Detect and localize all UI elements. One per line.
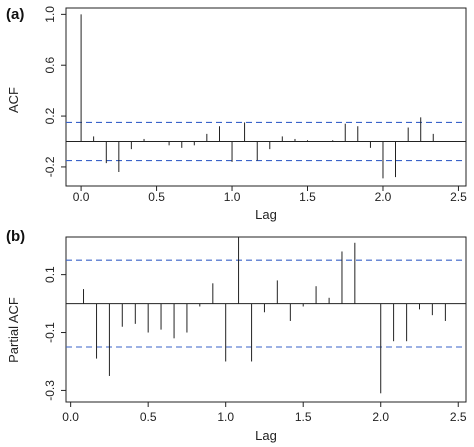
panel-a-y-tick-label: 1.0 bbox=[43, 6, 57, 23]
panel-b-y-tick-label: -0.3 bbox=[43, 380, 57, 401]
panel-a-frame bbox=[65, 7, 467, 187]
panel-a-x-tick-label: 1.5 bbox=[299, 190, 316, 204]
panel-a-label: (a) bbox=[6, 6, 24, 23]
panel-a-x-tick-label: 2.0 bbox=[375, 190, 392, 204]
panel-a-y-tick-label: 0.2 bbox=[43, 107, 57, 124]
panel-a-x-tick-label: 0.5 bbox=[148, 190, 165, 204]
panel-b-x-axis-label: Lag bbox=[255, 428, 277, 443]
panel-a-y-tick-label: -0.2 bbox=[43, 156, 57, 177]
panel-a-plot: 0.0 0.5 1.0 1.5 2.0 2.5 -0.2 0.2 0.6 1.0 bbox=[43, 6, 467, 204]
panel-b-x-tick-label: 0.0 bbox=[62, 410, 79, 424]
panel-a-y-axis-label: ACF bbox=[6, 87, 21, 113]
panel-a-x-tick-label: 1.0 bbox=[224, 190, 241, 204]
panel-a-x-tick-label: 0.0 bbox=[73, 190, 90, 204]
panel-b-y-tick-label: 0.1 bbox=[43, 266, 57, 283]
panel-b-frame bbox=[65, 236, 467, 403]
panel-a-y-tick-label: 0.6 bbox=[43, 57, 57, 74]
panel-b-x-tick-label: 0.5 bbox=[140, 410, 157, 424]
panel-b-x-tick-label: 2.0 bbox=[372, 410, 389, 424]
panel-b-label: (b) bbox=[6, 228, 25, 245]
panel-b-plot: 0.0 0.5 1.0 1.5 2.0 2.5 -0.3 -0.1 0.1 bbox=[43, 236, 467, 424]
panel-a-x-axis-label: Lag bbox=[255, 207, 277, 222]
panel-b-x-tick-label: 1.5 bbox=[295, 410, 312, 424]
panel-b-y-axis-label: Partial ACF bbox=[6, 297, 21, 363]
panel-b-x-tick-label: 2.5 bbox=[450, 410, 467, 424]
panel-a-x-tick-label: 2.5 bbox=[450, 190, 467, 204]
panel-b-y-tick-label: -0.1 bbox=[43, 322, 57, 343]
panel-b-x-tick-label: 1.0 bbox=[217, 410, 234, 424]
